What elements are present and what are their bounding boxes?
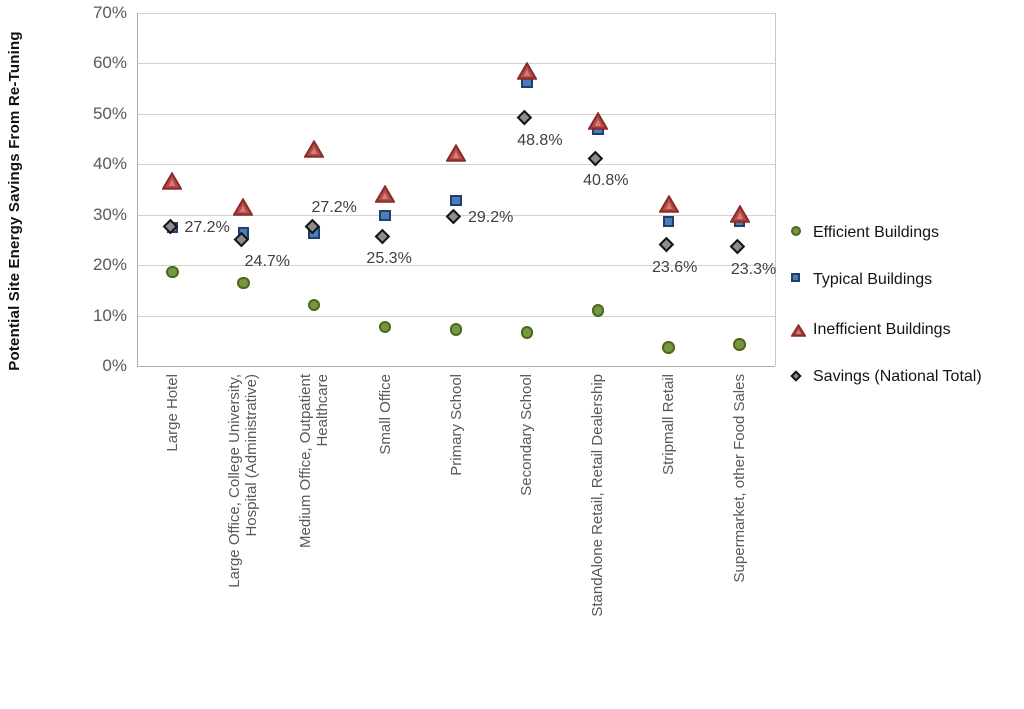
x-axis-line (137, 366, 775, 367)
legend-circle-marker (790, 225, 801, 236)
legend-item: Savings (National Total) (789, 368, 982, 386)
plot-right-border (775, 13, 776, 366)
data-point-circle (237, 276, 250, 290)
data-label: 48.8% (517, 131, 563, 149)
data-point-square (379, 209, 391, 222)
data-point-triangle (587, 112, 608, 131)
gridline (137, 63, 775, 65)
gridline (137, 164, 775, 166)
data-point-circle (378, 320, 392, 334)
data-point-circle (307, 298, 321, 312)
data-point-circle (520, 326, 534, 339)
y-axis-line (137, 13, 138, 366)
data-label: 24.7% (244, 253, 291, 271)
data-point-circle (733, 338, 746, 351)
legend-item: Efficient Buildings (789, 224, 939, 242)
x-axis-category-label: Large Office, College University, Hospita… (226, 374, 261, 588)
y-axis-tick-label: 20% (92, 255, 127, 275)
data-point-triangle (516, 62, 537, 80)
data-point-diamond (375, 228, 391, 244)
x-axis-category-label: Large Hotel (163, 374, 181, 452)
data-point-diamond (658, 237, 675, 253)
data-point-triangle (162, 172, 183, 191)
y-axis-tick-label: 50% (92, 103, 127, 123)
legend-circle-icon (789, 224, 807, 242)
data-point-circle (662, 341, 675, 354)
data-label: 23.3% (730, 260, 777, 278)
y-axis-title: Potential Site Energy Savings From Re-Tu… (6, 31, 23, 371)
legend-triangle-marker (790, 323, 806, 337)
gridline (137, 13, 775, 14)
data-point-diamond (729, 238, 745, 254)
data-label: 27.2% (311, 198, 357, 216)
x-axis-category-label: Small Office (376, 374, 394, 455)
gridline (137, 113, 775, 115)
x-axis-category-label: Stripmall Retail (660, 374, 678, 475)
data-label: 29.2% (468, 208, 514, 226)
legend-square-marker (790, 272, 801, 283)
y-axis-tick-label: 30% (92, 204, 127, 224)
y-axis-tick-label: 0% (102, 356, 127, 375)
legend-diamond-marker (789, 369, 802, 382)
legend-label: Efficient Buildings (813, 224, 939, 241)
data-label: 27.2% (184, 218, 230, 236)
data-point-triangle (446, 144, 466, 162)
data-point-triangle (233, 198, 254, 216)
x-axis-category-label: Supermarket, other Food Sales (731, 374, 749, 583)
data-point-square (450, 194, 462, 207)
data-point-square (662, 215, 675, 228)
data-point-triangle (729, 205, 750, 223)
legend-item: Typical Buildings (789, 271, 932, 289)
legend-square-icon (789, 271, 807, 289)
data-point-triangle (304, 139, 325, 158)
y-axis-tick-label: 40% (92, 154, 127, 174)
legend-label: Inefficient Buildings (813, 321, 951, 338)
x-axis-category-label: StandAlone Retail, Retail Dealership (589, 374, 607, 617)
legend-triangle-icon (789, 321, 807, 339)
data-point-triangle (375, 185, 396, 203)
x-axis-category-label: Secondary School (518, 374, 536, 496)
x-axis-category-label: Primary School (447, 374, 465, 476)
gridline (137, 265, 775, 267)
data-point-diamond (446, 208, 462, 225)
legend-label: Typical Buildings (813, 271, 933, 288)
x-axis-category-label: Medium Office, Outpatient Healthcare (297, 374, 332, 548)
data-point-triangle (658, 195, 679, 213)
y-axis-tick-label: 60% (92, 53, 127, 73)
legend-label: Savings (National Total) (813, 368, 982, 385)
gridline (137, 315, 775, 317)
data-point-diamond (517, 110, 533, 126)
data-point-circle (591, 304, 605, 317)
data-label: 25.3% (366, 250, 412, 268)
data-label: 40.8% (583, 172, 629, 190)
data-point-circle (166, 265, 179, 279)
y-axis-tick-label: 10% (92, 305, 127, 325)
y-axis-tick-label: 70% (92, 3, 127, 22)
legend-item: Inefficient Buildings (789, 321, 951, 339)
data-label: 23.6% (651, 258, 698, 276)
legend-diamond-icon (789, 368, 807, 386)
data-point-circle (449, 323, 463, 336)
